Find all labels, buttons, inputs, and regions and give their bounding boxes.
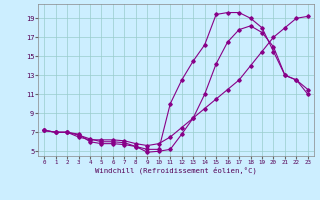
X-axis label: Windchill (Refroidissement éolien,°C): Windchill (Refroidissement éolien,°C): [95, 167, 257, 174]
